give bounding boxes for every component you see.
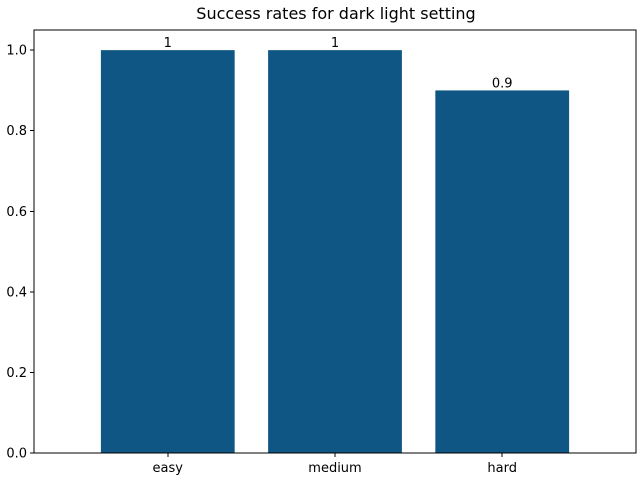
y-tick-label: 0.6: [6, 205, 27, 220]
y-tick-label: 1.0: [6, 44, 27, 59]
bar-easy: [100, 50, 235, 454]
data-label-easy: 1: [164, 36, 172, 51]
axes-frame: [33, 29, 637, 454]
bar-medium: [268, 50, 402, 454]
y-tick-label: 0.2: [6, 366, 27, 381]
y-tick-label: 0.4: [6, 285, 27, 300]
data-label-hard: 0.9: [492, 76, 513, 91]
x-tick-label-hard: hard: [487, 461, 517, 476]
bar-hard: [435, 90, 570, 453]
data-label-medium: 1: [331, 36, 339, 51]
y-tick-label: 0.8: [6, 124, 27, 139]
x-tick-label-medium: medium: [308, 461, 361, 476]
chart-title: Success rates for dark light setting: [196, 4, 475, 23]
x-tick-label-easy: easy: [153, 461, 184, 476]
plot-area: 1 easy 1 medium 0.9 hard 0.0 0.2 0.4 0.6 0.8 1.0: [6, 29, 637, 476]
y-tick-label: 0.0: [6, 447, 27, 462]
